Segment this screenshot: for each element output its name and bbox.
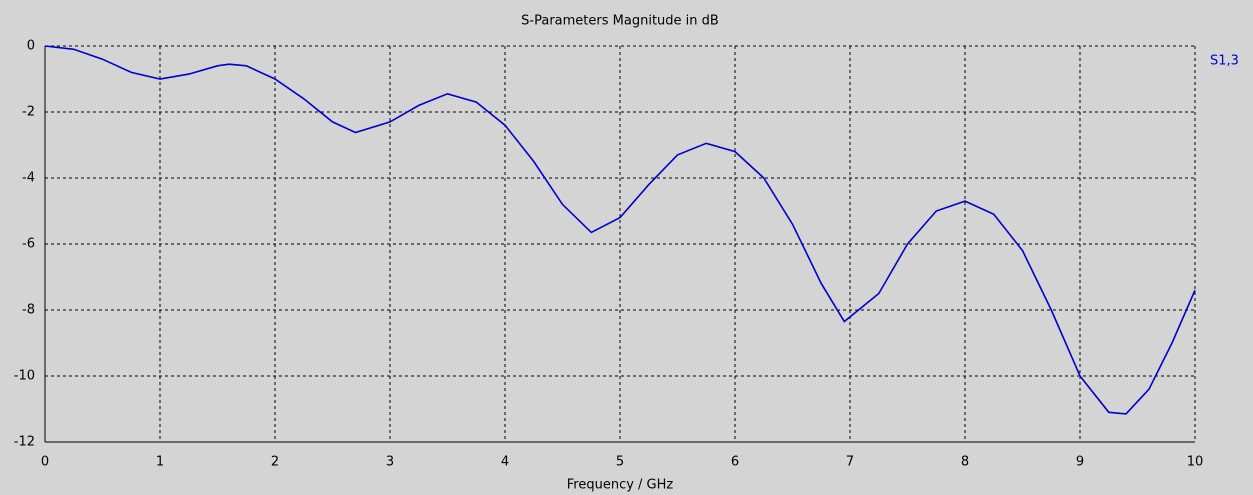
x-tick-label: 5 — [616, 455, 624, 470]
x-tick-label: 10 — [1187, 455, 1204, 470]
x-tick-label: 6 — [731, 455, 739, 470]
y-tick-label: -8 — [22, 303, 35, 318]
x-tick-label: 3 — [386, 455, 394, 470]
y-tick-label: -6 — [22, 237, 35, 252]
x-tick-label: 9 — [1076, 455, 1084, 470]
x-tick-label: 4 — [501, 455, 509, 470]
x-tick-label: 2 — [271, 455, 279, 470]
y-tick-label: -4 — [22, 171, 35, 186]
x-tick-label: 0 — [41, 455, 49, 470]
legend-label: S1,3 — [1210, 54, 1239, 69]
x-tick-label: 8 — [961, 455, 969, 470]
y-tick-label: -12 — [14, 435, 35, 450]
y-tick-label: 0 — [27, 39, 35, 54]
y-tick-label: -10 — [14, 369, 35, 384]
x-tick-label: 7 — [846, 455, 854, 470]
x-axis-label: Frequency / GHz — [567, 478, 674, 493]
x-tick-label: 1 — [156, 455, 164, 470]
chart-title: S-Parameters Magnitude in dB — [521, 14, 719, 29]
y-tick-label: -2 — [22, 105, 35, 120]
data-line — [44, 45, 1196, 415]
